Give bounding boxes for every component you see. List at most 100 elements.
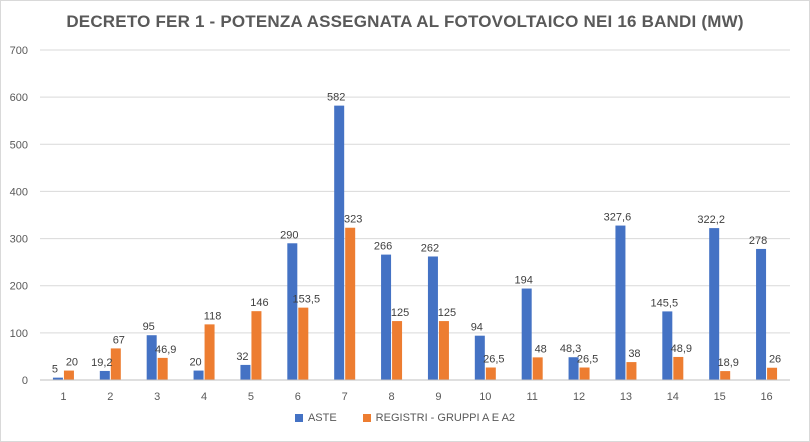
y-tick-label: 300 — [10, 234, 28, 246]
data-label-registri-1: 20 — [66, 357, 78, 369]
x-tick-label: 14 — [667, 391, 679, 403]
y-tick-label: 100 — [10, 328, 28, 340]
y-tick-label: 600 — [10, 92, 28, 104]
x-tick-label: 2 — [107, 391, 113, 403]
data-label-aste-14: 145,5 — [651, 297, 679, 309]
legend-label-registri: REGISTRI - GRUPPI A E A2 — [375, 412, 516, 424]
y-tick-label: 0 — [22, 375, 28, 387]
data-label-aste-8: 266 — [374, 241, 392, 253]
data-label-registri-12: 26,5 — [577, 354, 598, 366]
legend-item-aste: ASTE — [294, 412, 337, 424]
data-label-aste-1: 5 — [52, 364, 58, 376]
x-tick-label: 5 — [248, 391, 254, 403]
y-tick-label: 400 — [10, 186, 28, 198]
data-label-aste-9: 262 — [421, 242, 439, 254]
bar-aste-10 — [474, 335, 485, 380]
y-axis-ticks: 0 100 200 300 400 500 600 700 — [10, 45, 28, 387]
data-label-aste-4: 20 — [189, 357, 201, 369]
data-label-aste-3: 95 — [143, 321, 155, 333]
bar-aste-6 — [287, 243, 298, 380]
bar-aste-4 — [193, 370, 204, 380]
data-label-registri-11: 48 — [535, 343, 547, 355]
bar-aste-16 — [756, 248, 767, 380]
data-label-registri-16: 26 — [769, 354, 781, 366]
x-tick-label: 15 — [714, 391, 726, 403]
data-label-aste-16: 278 — [749, 235, 767, 247]
data-label-registri-15: 18,9 — [717, 357, 738, 369]
legend-swatch-registri — [362, 414, 371, 422]
data-label-aste-11: 194 — [515, 275, 533, 287]
legend: ASTE REGISTRI - GRUPPI A E A2 — [0, 412, 810, 424]
data-label-registri-7: 323 — [344, 214, 362, 226]
bar-aste-15 — [709, 228, 720, 380]
data-label-aste-6: 290 — [280, 229, 298, 241]
x-tick-label: 9 — [435, 391, 441, 403]
bar-registri-5 — [251, 311, 262, 380]
bar-registri-12 — [579, 367, 590, 380]
bar-registri-1 — [63, 370, 74, 380]
data-label-registri-8: 125 — [391, 307, 409, 319]
x-tick-label: 12 — [573, 391, 585, 403]
bar-aste-3 — [146, 335, 157, 380]
bar-registri-11 — [532, 357, 543, 380]
data-label-registri-4: 118 — [204, 310, 222, 322]
data-label-aste-13: 327,6 — [604, 212, 632, 224]
data-label-aste-7: 582 — [327, 92, 345, 104]
bar-registri-15 — [720, 371, 731, 380]
bar-aste-7 — [334, 105, 345, 380]
data-label-registri-13: 38 — [628, 348, 640, 360]
bar-aste-2 — [99, 370, 110, 380]
data-label-aste-10: 94 — [471, 322, 483, 334]
bar-registri-4 — [204, 324, 215, 380]
data-label-registri-5: 146 — [250, 297, 268, 309]
bar-registri-3 — [157, 357, 168, 380]
x-tick-label: 8 — [389, 391, 395, 403]
bar-registri-13 — [626, 362, 637, 380]
bar-registri-10 — [485, 367, 496, 380]
bar-registri-7 — [345, 227, 356, 380]
x-tick-label: 10 — [479, 391, 491, 403]
bars — [52, 105, 778, 380]
x-tick-label: 3 — [154, 391, 160, 403]
bar-registri-2 — [110, 348, 121, 380]
bar-registri-8 — [392, 321, 403, 380]
data-label-aste-15: 322,2 — [697, 214, 725, 226]
bar-aste-12 — [568, 357, 579, 380]
x-axis-ticks: 1 2 3 4 5 6 7 8 9 10 11 12 13 14 15 16 — [60, 391, 772, 403]
legend-swatch-aste — [294, 414, 303, 422]
y-tick-label: 700 — [10, 45, 28, 57]
data-label-registri-10: 26,5 — [483, 354, 504, 366]
data-label-registri-3: 46,9 — [155, 344, 176, 356]
data-label-aste-5: 32 — [236, 351, 248, 363]
legend-item-registri: REGISTRI - GRUPPI A E A2 — [362, 412, 516, 424]
data-label-registri-9: 125 — [438, 307, 456, 319]
bar-aste-14 — [662, 311, 673, 380]
bar-aste-5 — [240, 364, 251, 380]
chart-title: DECRETO FER 1 - POTENZA ASSEGNATA AL FOT… — [66, 12, 744, 31]
x-tick-label: 6 — [295, 391, 301, 403]
x-tick-label: 1 — [60, 391, 66, 403]
x-tick-label: 4 — [201, 391, 207, 403]
bar-aste-1 — [52, 377, 63, 380]
gridlines — [40, 49, 790, 334]
data-label-registri-6: 153,5 — [293, 294, 321, 306]
bar-registri-16 — [767, 367, 778, 380]
data-label-aste-2: 19,2 — [91, 357, 112, 369]
bar-aste-8 — [381, 254, 392, 380]
bar-registri-9 — [438, 321, 449, 380]
x-tick-label: 11 — [526, 391, 537, 403]
bar-registri-6 — [298, 307, 309, 380]
bar-registri-14 — [673, 356, 684, 380]
x-tick-label: 13 — [620, 391, 632, 403]
bar-aste-9 — [427, 256, 438, 380]
data-label-registri-2: 67 — [113, 334, 125, 346]
data-label-registri-14: 48,9 — [671, 343, 692, 355]
x-tick-label: 16 — [760, 391, 772, 403]
y-tick-label: 200 — [10, 281, 28, 293]
data-label-aste-12: 48,3 — [560, 343, 581, 355]
bar-aste-11 — [521, 288, 532, 380]
legend-label-aste: ASTE — [307, 412, 337, 424]
bar-aste-13 — [615, 225, 626, 380]
